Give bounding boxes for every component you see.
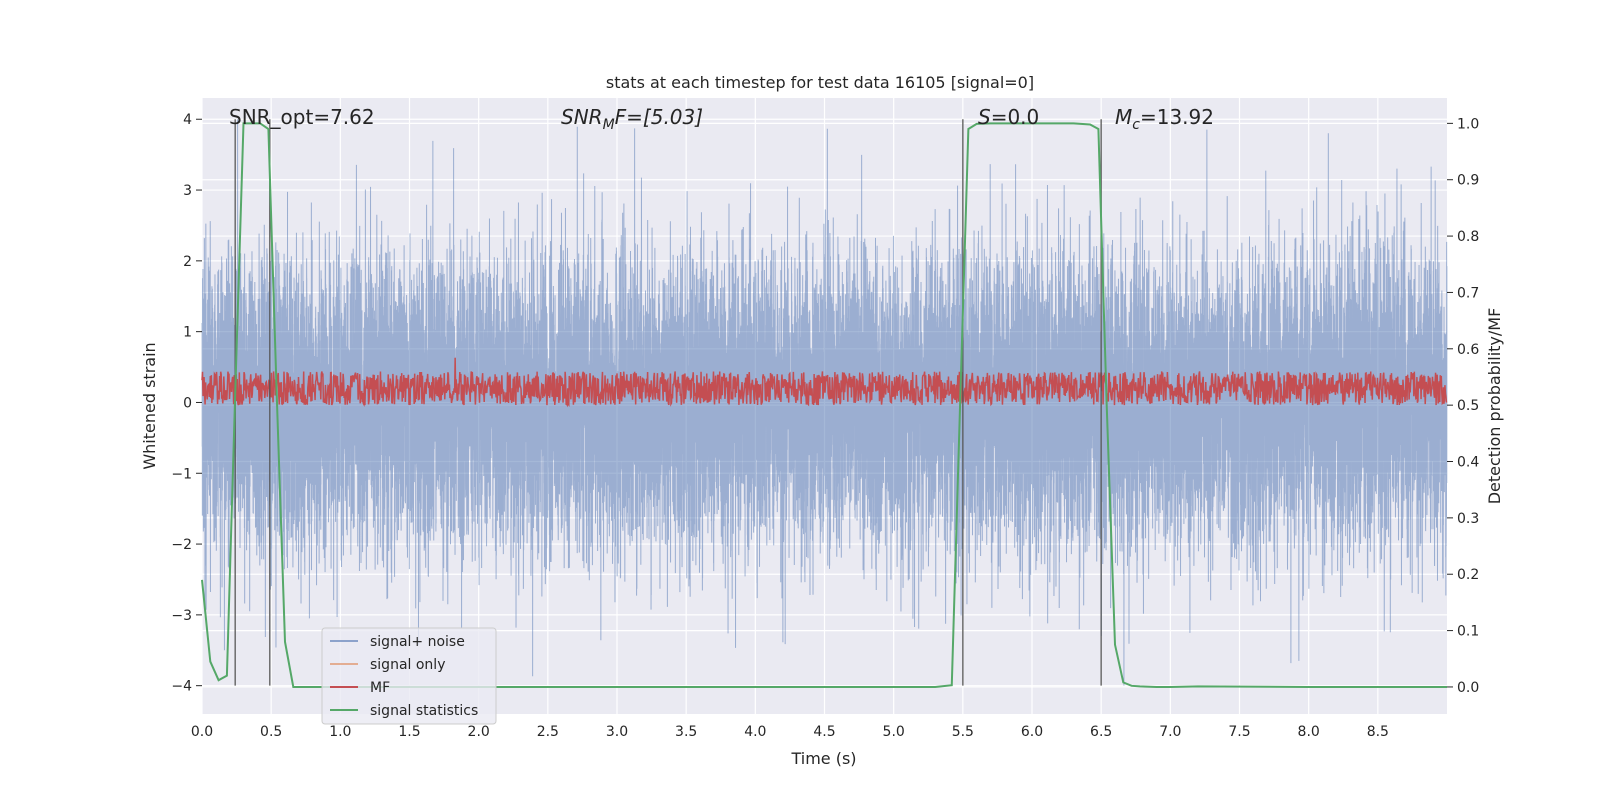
y-right-axis-label: Detection probability/MF bbox=[1485, 308, 1504, 505]
x-tick-label: 3.0 bbox=[606, 724, 628, 740]
y-right-axis-ticks: 0.0 0.1 0.2 0.3 0.4 0.5 0.6 0.7 0.8 0.9 1.0 bbox=[1447, 116, 1479, 696]
y-right-tick-label: 0.4 bbox=[1457, 455, 1479, 471]
x-tick-label: 0.5 bbox=[260, 724, 282, 740]
annotation-snr-mf-prefix: SNR bbox=[561, 105, 603, 129]
signal-statistics-line bbox=[201, 122, 1447, 688]
legend-label-signal-noise: signal+ noise bbox=[370, 634, 465, 650]
annotation-snr-mf-sub: M bbox=[603, 117, 615, 133]
x-tick-label: 8.0 bbox=[1298, 724, 1320, 740]
y-right-tick-label: 0.8 bbox=[1457, 229, 1479, 245]
annotation-mc: Mc=13.92 bbox=[1115, 105, 1214, 133]
annotation-snr-opt: SNR_opt=7.62 bbox=[229, 105, 375, 129]
y-right-tick-label: 0.7 bbox=[1457, 285, 1479, 301]
signal-statistics-series bbox=[201, 122, 1447, 688]
chart-title: stats at each timestep for test data 161… bbox=[606, 73, 1034, 92]
x-tick-label: 6.0 bbox=[1021, 724, 1043, 740]
x-tick-label: 5.5 bbox=[952, 724, 974, 740]
y-tick-label: 2 bbox=[183, 254, 192, 270]
y-right-tick-label: 0.0 bbox=[1457, 680, 1479, 696]
x-tick-label: 7.5 bbox=[1228, 724, 1250, 740]
y-tick-label: −3 bbox=[171, 608, 192, 624]
annotation-snr-mf-suffix: F=[5.03] bbox=[615, 105, 703, 129]
annotation-s-prefix: S bbox=[978, 105, 991, 129]
annotation-snr-mf: SNRMF=[5.03] bbox=[561, 105, 703, 133]
x-tick-label: 4.0 bbox=[744, 724, 766, 740]
y-tick-label: 1 bbox=[183, 325, 192, 341]
annotation-mc-suffix: =13.92 bbox=[1140, 105, 1214, 129]
y-right-tick-label: 0.3 bbox=[1457, 511, 1479, 527]
annotation-mc-prefix: M bbox=[1115, 105, 1132, 129]
y-tick-label: 3 bbox=[183, 183, 192, 199]
y-right-tick-label: 1.0 bbox=[1457, 116, 1479, 132]
y-axis-ticks: −4 −3 −2 −1 0 1 2 3 4 bbox=[171, 112, 202, 695]
x-axis-ticks: 0.0 0.5 1.0 1.5 2.0 2.5 3.0 3.5 4.0 4.5 5.0 5.5 6.0 6… bbox=[191, 724, 1389, 740]
mf-series bbox=[201, 357, 1448, 408]
legend-label-mf: MF bbox=[370, 680, 390, 696]
signal-noise-line bbox=[201, 119, 1448, 686]
x-tick-label: 4.5 bbox=[813, 724, 835, 740]
x-tick-label: 8.5 bbox=[1367, 724, 1389, 740]
y-tick-label: 0 bbox=[183, 395, 192, 411]
y-tick-label: −2 bbox=[171, 537, 192, 553]
x-tick-label: 6.5 bbox=[1090, 724, 1112, 740]
legend: signal+ noise signal only MF signal stat… bbox=[321, 627, 497, 725]
y-right-tick-label: 0.2 bbox=[1457, 567, 1479, 583]
legend-box bbox=[321, 627, 497, 725]
annotation-mc-sub: c bbox=[1132, 117, 1140, 133]
x-tick-label: 2.0 bbox=[468, 724, 490, 740]
legend-label-signal-statistics: signal statistics bbox=[370, 703, 478, 719]
y-right-tick-label: 0.1 bbox=[1457, 624, 1479, 640]
y-right-tick-label: 0.5 bbox=[1457, 398, 1479, 414]
x-tick-label: 2.5 bbox=[537, 724, 559, 740]
mf-line bbox=[201, 357, 1448, 408]
signal-noise-series bbox=[201, 119, 1448, 686]
x-tick-label: 1.5 bbox=[398, 724, 420, 740]
x-tick-label: 3.5 bbox=[675, 724, 697, 740]
annotation-s-suffix: =0.0 bbox=[991, 105, 1040, 129]
x-axis-label: Time (s) bbox=[790, 749, 856, 768]
x-tick-label: 5.0 bbox=[883, 724, 905, 740]
y-tick-label: −4 bbox=[171, 679, 192, 695]
y-tick-label: −1 bbox=[171, 466, 192, 482]
annotation-s: S=0.0 bbox=[978, 105, 1039, 129]
x-tick-label: 7.0 bbox=[1159, 724, 1181, 740]
y-axis-label: Whitened strain bbox=[140, 342, 159, 469]
legend-label-signal-only: signal only bbox=[370, 657, 445, 673]
y-tick-label: 4 bbox=[183, 112, 192, 128]
y-right-tick-label: 0.6 bbox=[1457, 342, 1479, 358]
x-tick-label: 0.0 bbox=[191, 724, 213, 740]
x-tick-label: 1.0 bbox=[329, 724, 351, 740]
y-right-tick-label: 0.9 bbox=[1457, 173, 1479, 189]
